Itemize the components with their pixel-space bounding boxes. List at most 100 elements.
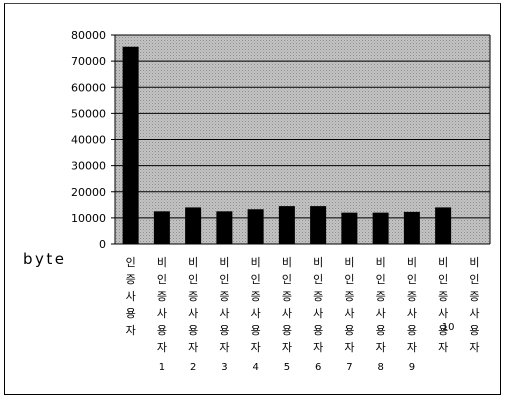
bar-chart: 0 10000 20000 30000 40000 50000 60000 70000 8000… — [71, 29, 491, 373]
x-tick-label-char: 인 — [438, 273, 448, 286]
bar — [341, 212, 358, 244]
bar — [435, 207, 452, 244]
x-tick-label-char: 용 — [376, 324, 386, 337]
x-tick-label-number: 8 — [377, 362, 383, 373]
x-tick-label-char: 인 — [407, 273, 417, 286]
x-tick-label-char: 용 — [219, 324, 229, 337]
bar — [278, 206, 295, 244]
x-tick-label-char: 자 — [407, 341, 417, 354]
bar — [403, 211, 420, 244]
x-tick-label-char: 사 — [344, 307, 354, 320]
x-tick-label-char: 인 — [251, 273, 261, 286]
x-tick-label-char: 용 — [407, 324, 417, 337]
x-tick-label-char: 증 — [313, 290, 323, 303]
x-tick-label-char: 사 — [313, 307, 323, 320]
bar — [153, 211, 170, 244]
x-tick-label-char: 비 — [251, 256, 261, 269]
x-tick-label-number: 1 — [159, 362, 165, 373]
x-tick-label-char: 비 — [469, 256, 479, 269]
x-tick-label-char: 비 — [157, 256, 167, 269]
x-tick-label-char: 비 — [344, 256, 354, 269]
x-tick-label-char: 인 — [282, 273, 292, 286]
y-tick-label: 0 — [99, 238, 106, 251]
bar — [372, 212, 389, 244]
y-tick-label: 80000 — [71, 29, 106, 42]
x-tick-label-char: 자 — [251, 341, 261, 354]
x-tick-label-char: 사 — [438, 307, 448, 320]
x-tick-label-char: 인 — [188, 273, 198, 286]
x-tick-label-char: 비 — [188, 256, 198, 269]
x-tick-label-char: 비 — [438, 256, 448, 269]
x-tick-label-char: 사 — [126, 290, 136, 303]
x-tick-label-char: 증 — [438, 290, 448, 303]
chart-frame: 0 10000 20000 30000 40000 50000 60000 70000 8000… — [4, 3, 501, 395]
x-tick-label-char: 비 — [313, 256, 323, 269]
x-tick-label-char: 자 — [126, 324, 136, 337]
x-tick-label-char: 자 — [438, 341, 448, 354]
bar — [310, 206, 327, 244]
x-tick-label-char: 인 — [157, 273, 167, 286]
y-tick-label: 30000 — [71, 160, 106, 173]
x-tick-label-char: 비 — [219, 256, 229, 269]
x-tick-label-number: 10 — [442, 322, 455, 333]
x-tick-label-char: 자 — [157, 341, 167, 354]
x-tick-label-number: 3 — [221, 362, 227, 373]
bar — [216, 211, 233, 244]
x-tick-label-number: 2 — [190, 362, 196, 373]
x-tick-label-char: 용 — [344, 324, 354, 337]
x-tick-label-number: 5 — [284, 362, 290, 373]
x-tick-label-char: 증 — [282, 290, 292, 303]
bar — [185, 207, 202, 244]
x-tick-label-char: 증 — [188, 290, 198, 303]
x-tick-label-char: 사 — [282, 307, 292, 320]
y-tick-label: 20000 — [71, 186, 106, 199]
x-tick-label-char: 용 — [188, 324, 198, 337]
bar — [247, 209, 264, 244]
x-tick-label-char: 용 — [313, 324, 323, 337]
x-tick-label-number: 9 — [409, 362, 415, 373]
x-tick-label-char: 자 — [313, 341, 323, 354]
x-tick-label-char: 사 — [407, 307, 417, 320]
bar — [122, 46, 139, 244]
y-tick-label: 50000 — [71, 107, 106, 120]
x-tick-label-char: 비 — [407, 256, 417, 269]
x-tick-label-char: 자 — [376, 341, 386, 354]
x-tick-label-char: 비 — [282, 256, 292, 269]
x-tick-label-char: 사 — [251, 307, 261, 320]
y-axis-label: byte — [23, 250, 67, 268]
x-tick-label-char: 자 — [469, 341, 479, 354]
x-tick-label-char: 인 — [126, 256, 136, 269]
x-tick-label-char: 자 — [188, 341, 198, 354]
x-tick-label-char: 자 — [344, 341, 354, 354]
x-tick-label-char: 증 — [469, 290, 479, 303]
x-tick-label-char: 용 — [282, 324, 292, 337]
x-tick-label-char: 증 — [407, 290, 417, 303]
x-tick-label-char: 인 — [469, 273, 479, 286]
x-tick-label-char: 용 — [126, 307, 136, 320]
x-tick-label-char: 사 — [157, 307, 167, 320]
y-tick-label: 60000 — [71, 81, 106, 94]
x-tick-label-char: 사 — [376, 307, 386, 320]
x-tick-label-char: 용 — [157, 324, 167, 337]
x-tick-label-char: 인 — [376, 273, 386, 286]
x-tick-label-char: 용 — [438, 324, 448, 337]
y-tick-label: 10000 — [71, 212, 106, 225]
x-tick-label-char: 자 — [282, 341, 292, 354]
x-tick-label-number: 4 — [252, 362, 258, 373]
x-tick-label-char: 사 — [219, 307, 229, 320]
x-tick-label-char: 증 — [219, 290, 229, 303]
x-tick-label-char: 증 — [126, 273, 136, 286]
x-tick-label-char: 용 — [251, 324, 261, 337]
x-tick-label-char: 인 — [313, 273, 323, 286]
x-tick-label-char: 증 — [344, 290, 354, 303]
x-tick-label-char: 비 — [376, 256, 386, 269]
x-tick-label-char: 증 — [376, 290, 386, 303]
y-tick-label: 70000 — [71, 55, 106, 68]
x-tick-label-char: 인 — [219, 273, 229, 286]
x-tick-label-char: 사 — [469, 307, 479, 320]
x-tick-label-char: 사 — [188, 307, 198, 320]
x-tick-label-char: 용 — [469, 324, 479, 337]
x-tick-label-char: 증 — [251, 290, 261, 303]
y-tick-label: 40000 — [71, 134, 106, 147]
x-tick-label-number: 7 — [346, 362, 352, 373]
